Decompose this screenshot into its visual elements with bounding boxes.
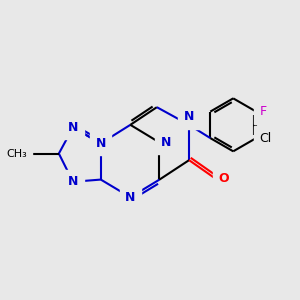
Text: CH₃: CH₃ [6, 148, 27, 158]
Text: O: O [218, 172, 229, 185]
Text: N: N [160, 136, 171, 149]
Text: Cl: Cl [260, 132, 272, 145]
Text: N: N [125, 191, 136, 204]
Text: N: N [68, 121, 78, 134]
Text: F: F [260, 105, 267, 118]
Text: N: N [184, 110, 194, 123]
Text: N: N [68, 175, 78, 188]
Text: N: N [96, 137, 106, 150]
